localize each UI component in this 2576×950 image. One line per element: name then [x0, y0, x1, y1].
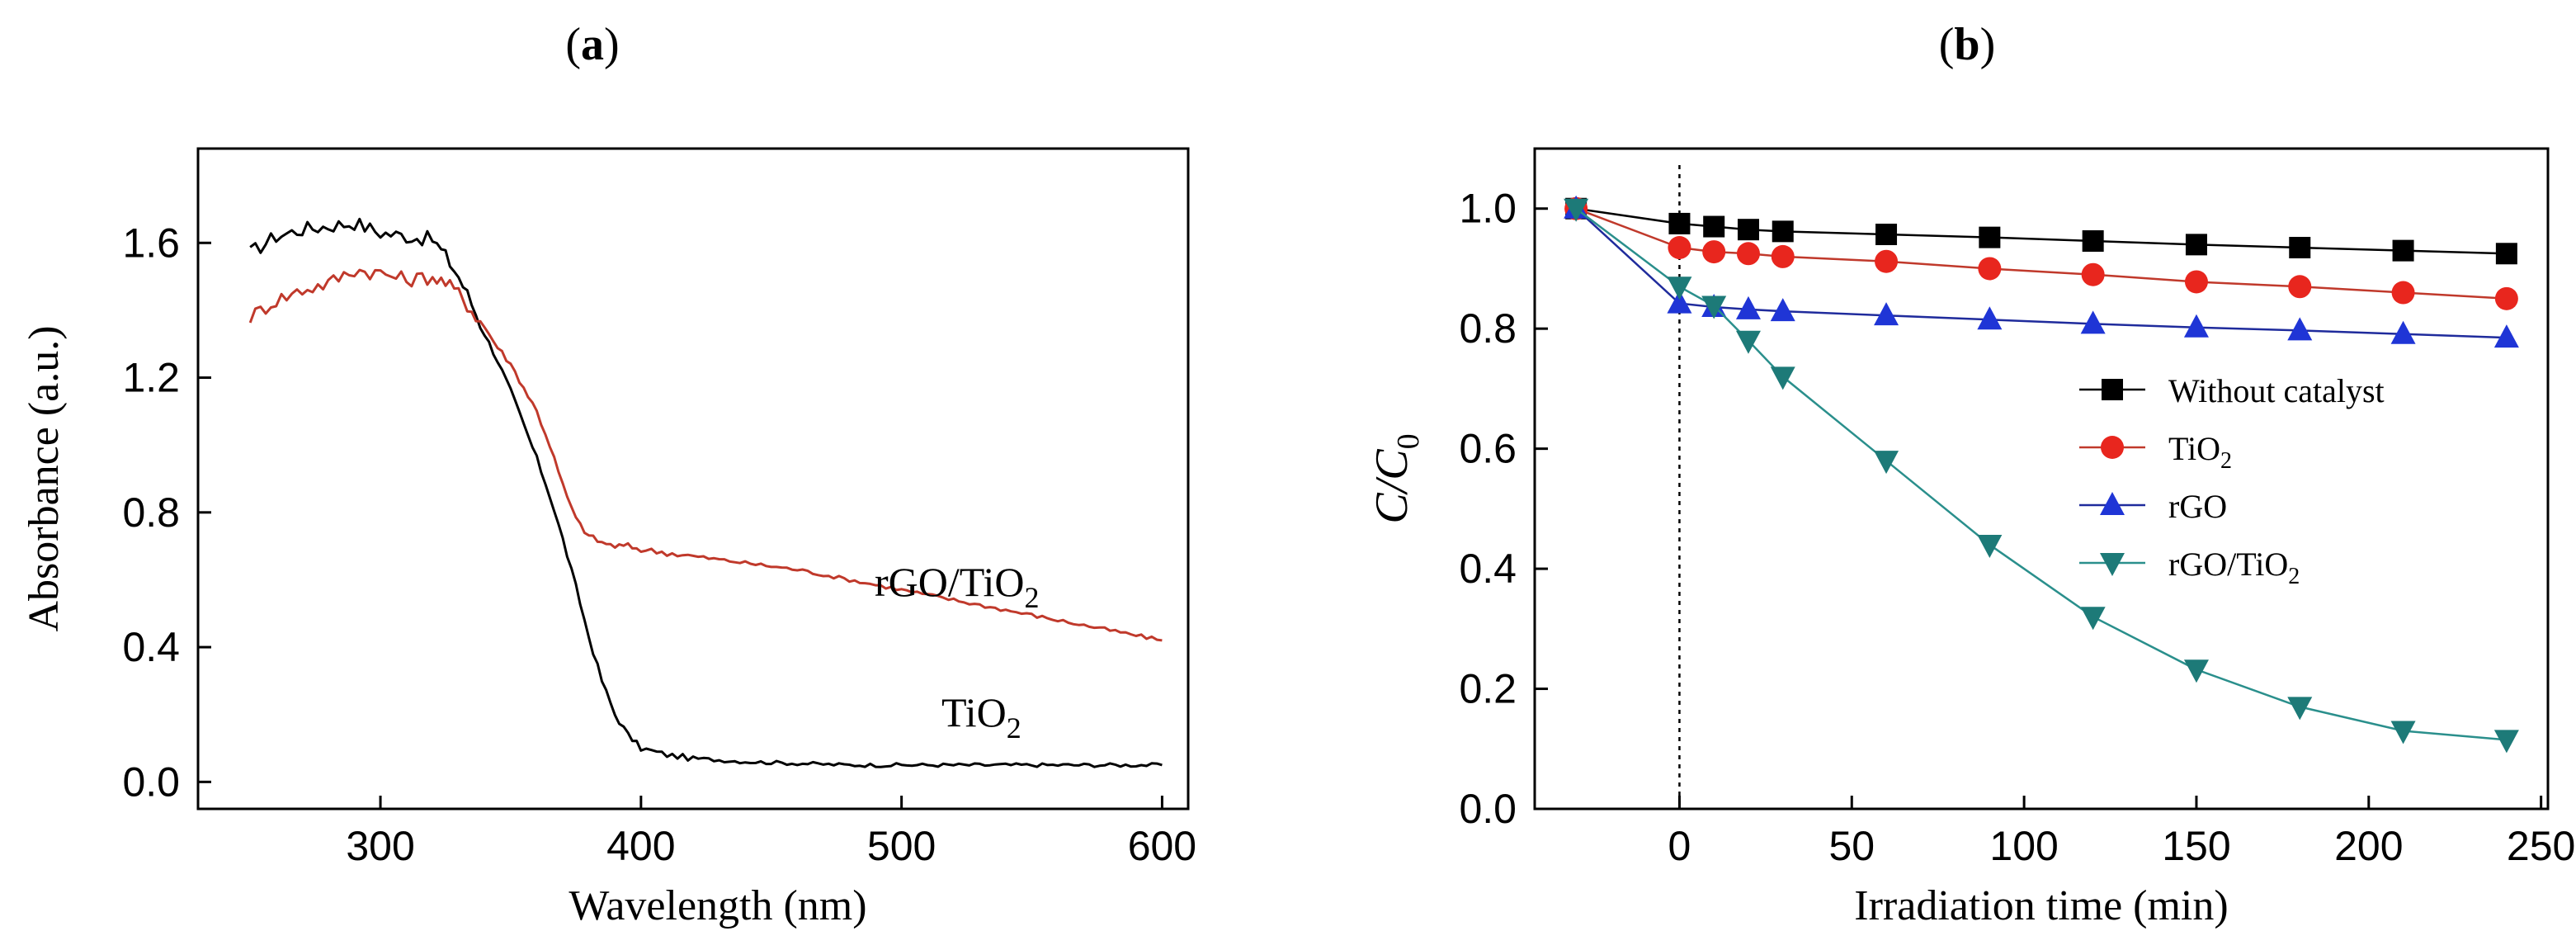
panel-b-y-tick-label: 0.8	[1459, 305, 1517, 352]
panel-b-y-tick-label: 0.0	[1459, 786, 1517, 832]
panel-b-point-without-catalyst	[1979, 226, 2001, 248]
panel-b-point-tio2	[1875, 249, 1899, 273]
panel-b-legend: Without catalyst TiO2 rGO rGO/TiO2	[2079, 372, 2385, 589]
panel-b-y-tick-label: 0.4	[1459, 546, 1517, 592]
panel-b-point-rgo-tio2	[2183, 659, 2209, 683]
panel-b-point-rgo-tio2	[1770, 366, 1795, 390]
panel-b-point-rgo	[2183, 314, 2209, 338]
panel-b-point-rgo-tio2	[2390, 721, 2416, 744]
panel-a-x-axis-title: Wavelength (nm)	[569, 882, 866, 929]
panel-b-point-tio2	[2288, 275, 2312, 299]
panel-b-point-rgo	[1977, 306, 2003, 330]
panel-b-point-without-catalyst	[2185, 234, 2207, 256]
panel-b-y-axis-title: C/C0	[1366, 433, 1426, 523]
panel-b-y-tick-label: 0.2	[1459, 666, 1517, 712]
panel-b: (b) 0 50 100 150 200 250 0.0 0.2 0.4 0.6 0.8 1.0 Wi…	[1366, 19, 2575, 929]
panel-a-y-tick-label: 0.8	[122, 489, 180, 536]
panel-b-point-without-catalyst	[2495, 243, 2517, 265]
panel-b-point-rgo-tio2	[2080, 607, 2106, 631]
panel-b-point-tio2	[2184, 270, 2208, 294]
legend-label: rGO/TiO2	[2168, 546, 2300, 589]
panel-b-series-line-rgo-tio2	[1575, 207, 2508, 741]
panel-a-series-line-rgo-tio2	[248, 268, 1163, 642]
panel-b-point-tio2	[1702, 240, 1726, 264]
panel-b-point-rgo-tio2	[2287, 697, 2313, 721]
panel-b-point-rgo-tio2	[1701, 295, 1727, 319]
panel-a-x-tick-label: 400	[606, 823, 675, 869]
panel-b-x-tick-label: 200	[2334, 823, 2403, 869]
panel-a-y-tick-label: 1.6	[122, 220, 180, 266]
panel-a-y-tick-label: 1.2	[122, 355, 180, 401]
panel-b-x-tick-label: 0	[1668, 823, 1691, 869]
panel-b-series	[1564, 165, 2519, 809]
panel-b-point-rgo	[2287, 317, 2313, 341]
panel-b-point-without-catalyst	[1875, 224, 1898, 245]
panel-a-series	[248, 217, 1163, 768]
panel-b-point-tio2	[2494, 286, 2518, 310]
panel-a-series-line-tio2	[249, 217, 1163, 768]
panel-a-label-tio2: TiO2	[941, 689, 1021, 744]
panel-b-point-rgo-tio2	[1564, 198, 1589, 222]
panel-a-plot-frame	[196, 147, 1190, 811]
legend-marker	[2100, 553, 2125, 576]
panel-b-y-tick-label: 1.0	[1459, 186, 1517, 232]
panel-a-y-axis-title: Absorbance (a.u.)	[21, 325, 68, 631]
legend-label: rGO	[2168, 488, 2227, 525]
panel-a-x-tick-label: 300	[346, 823, 414, 869]
panel-b-point-tio2	[1668, 236, 1691, 259]
panel-b-y-tick-label: 0.6	[1459, 426, 1517, 472]
panel-b-point-rgo	[2080, 310, 2106, 334]
panel-b-point-without-catalyst	[2289, 237, 2311, 258]
panel-b-point-rgo	[2390, 320, 2416, 344]
panel-b-point-tio2	[1736, 242, 1760, 266]
panel-b-point-tio2	[1978, 257, 2002, 281]
legend-marker	[2100, 492, 2125, 515]
panel-a-x-tick-label: 600	[1128, 823, 1196, 869]
panel-a-y-tick-label: 0.0	[122, 759, 180, 805]
panel-b-point-without-catalyst	[1772, 220, 1794, 243]
panel-b-x-tick-label: 50	[1828, 823, 1875, 869]
panel-b-axes-ticks: 0 50 100 150 200 250 0.0 0.2 0.4 0.6 0.8 1.0	[1459, 186, 2575, 869]
panel-b-point-rgo	[2493, 324, 2519, 348]
panel-b-point-rgo-tio2	[1735, 330, 1761, 354]
legend-label: Without catalyst	[2168, 372, 2385, 409]
panel-a-axes-ticks: 300 400 500 600 0.0 0.4 0.8 1.2 1.6	[122, 220, 1196, 869]
panel-b-point-rgo-tio2	[2493, 730, 2519, 754]
panel-b-x-tick-label: 100	[1989, 823, 2058, 869]
panel-b-point-rgo	[1874, 302, 1899, 326]
panel-b-x-axis-title: Irradiation time (min)	[1854, 882, 2228, 929]
panel-a: (a) 300 400 500 600 0.0 0.4 0.8 1.2 1.6 rGO/TiO2…	[21, 19, 1196, 929]
panel-b-point-rgo	[1735, 295, 1761, 319]
panel-b-point-without-catalyst	[2392, 239, 2414, 262]
panel-a-y-tick-label: 0.4	[122, 624, 180, 670]
panel-b-point-without-catalyst	[2082, 230, 2104, 252]
panel-b-point-rgo-tio2	[1667, 276, 1692, 300]
panel-b-x-tick-label: 150	[2162, 823, 2230, 869]
panel-a-x-tick-label: 500	[867, 823, 936, 869]
panel-b-point-rgo-tio2	[1977, 535, 2003, 558]
panel-b-point-without-catalyst	[1737, 219, 1759, 241]
legend-label: TiO2	[2168, 430, 2232, 474]
panel-b-point-without-catalyst	[1668, 212, 1691, 234]
panel-b-point-rgo-tio2	[1874, 451, 1899, 475]
panel-b-point-tio2	[1771, 244, 1795, 268]
panel-b-label: (b)	[1939, 19, 1995, 70]
panel-b-point-rgo	[1770, 298, 1795, 322]
panel-b-point-without-catalyst	[1703, 215, 1725, 238]
panel-a-label-rgo-tio2: rGO/TiO2	[875, 559, 1040, 614]
legend-marker	[2101, 436, 2124, 459]
panel-b-point-tio2	[2081, 262, 2105, 286]
panel-a-label: (a)	[565, 19, 619, 70]
panel-b-x-tick-label: 250	[2507, 823, 2575, 869]
panel-b-point-rgo	[1667, 290, 1692, 314]
panel-b-point-tio2	[2391, 281, 2415, 305]
legend-marker	[2102, 379, 2123, 400]
panel-b-plot-frame	[1533, 147, 2550, 811]
